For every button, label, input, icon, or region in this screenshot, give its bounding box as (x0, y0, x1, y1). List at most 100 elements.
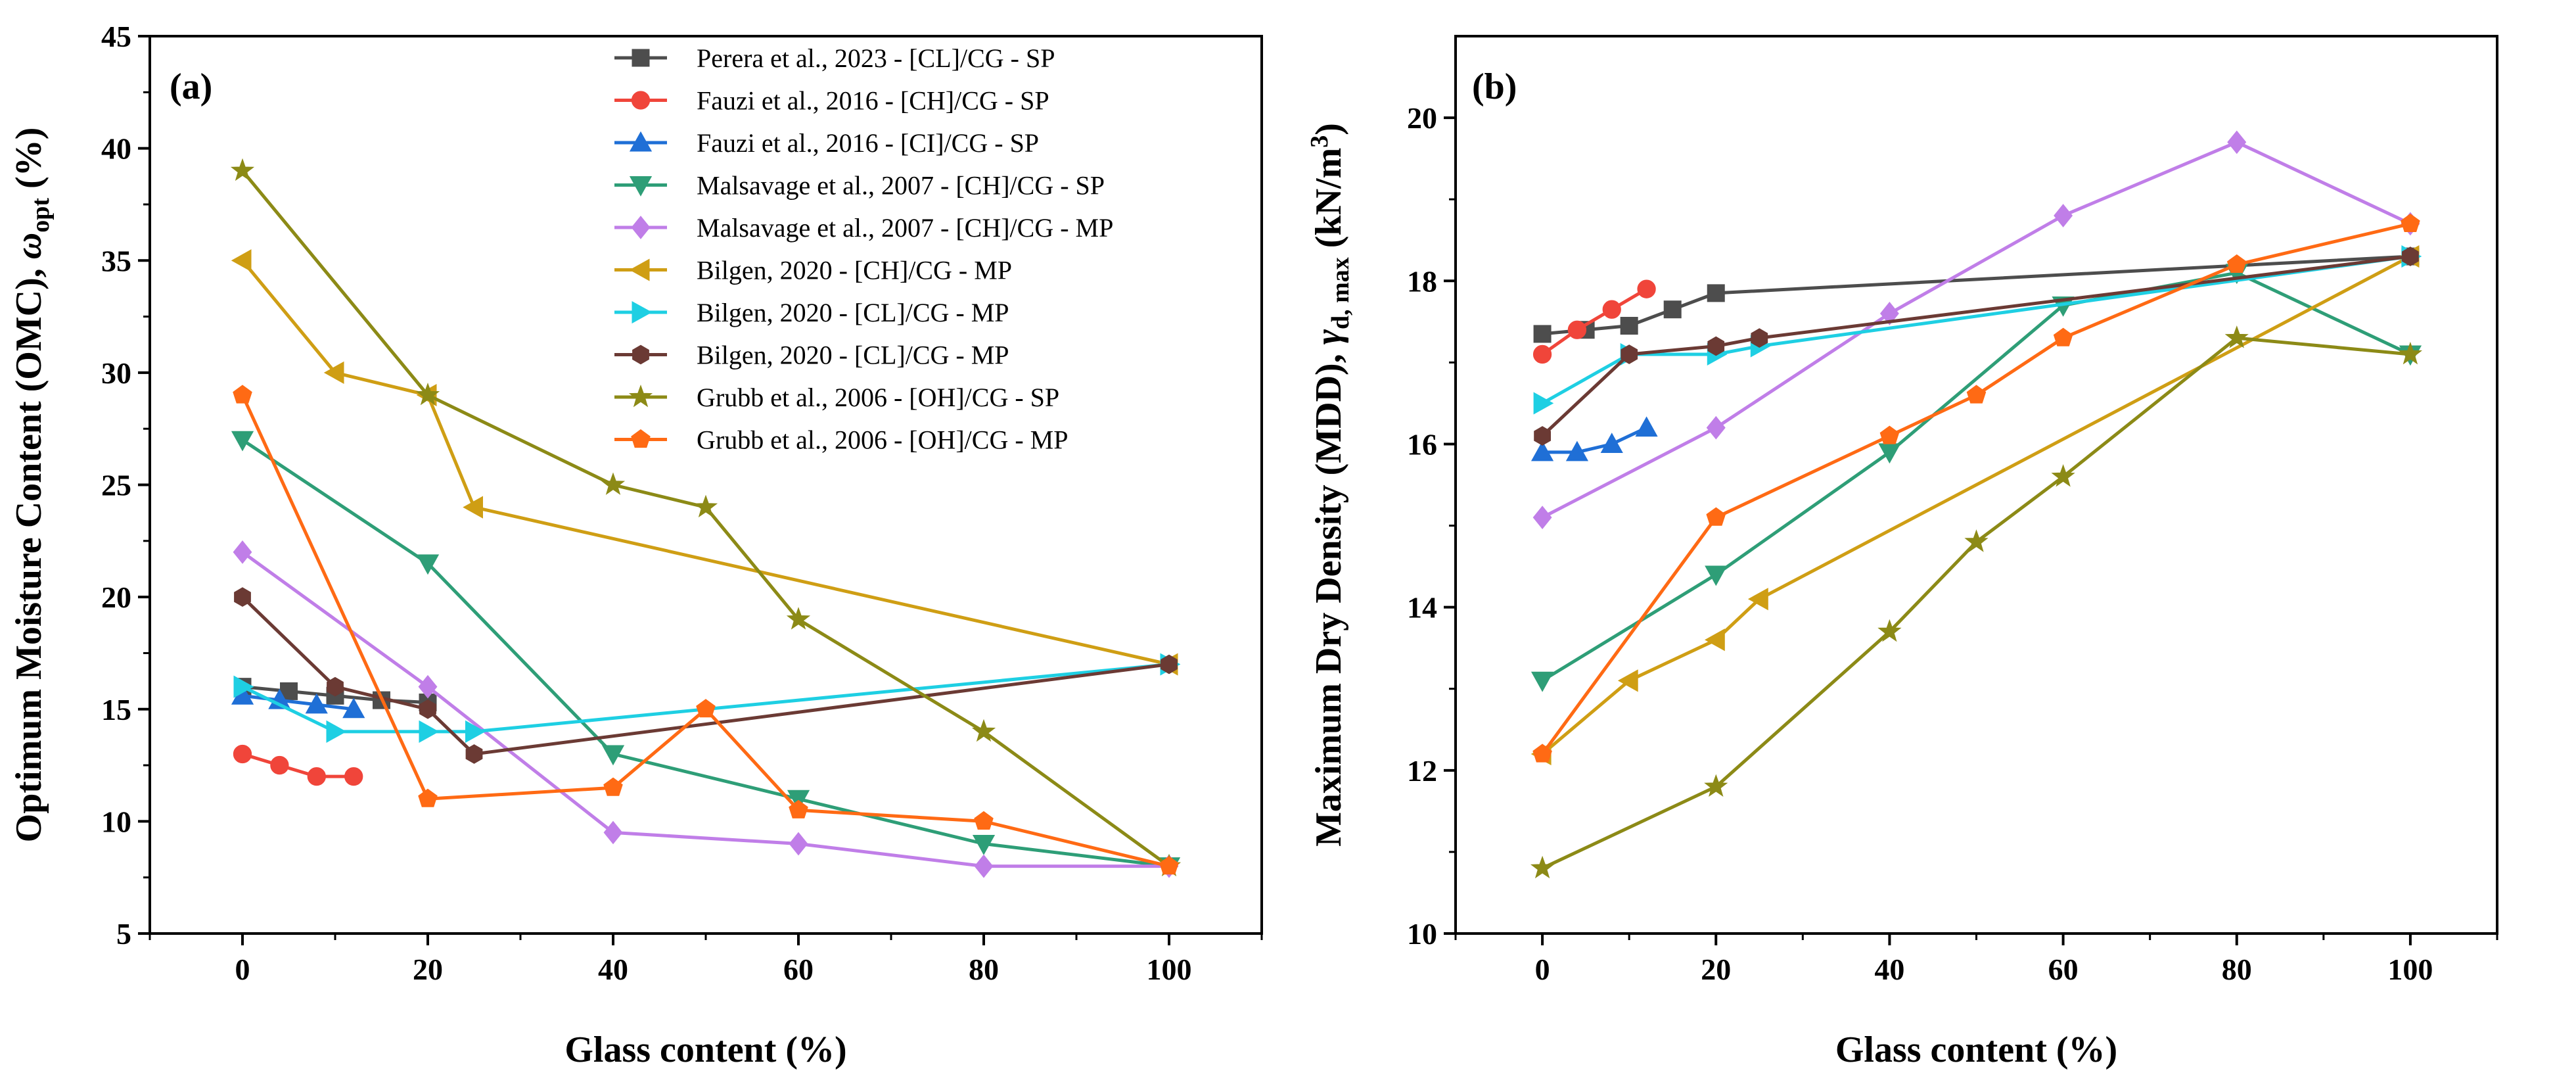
legend-marker (631, 91, 651, 110)
data-point (1637, 279, 1656, 298)
x-tick-label: 0 (1535, 953, 1550, 986)
data-point (231, 431, 254, 452)
data-point (1600, 433, 1623, 453)
legend-entry: Malsavage et al., 2007 - [CH]/CG - MP (697, 213, 1113, 243)
y-tick-label: 45 (101, 20, 131, 53)
legend-marker (631, 429, 651, 448)
panel-b-mdd-chart: 0 20 40 60 80 100 10 12 14 16 18 20 Glass content (%… (1306, 35, 2498, 1070)
data-point (465, 720, 486, 743)
data-point (234, 587, 251, 607)
legend-entry: Grubb et al., 2006 - [OH]/CG - MP (697, 425, 1069, 455)
data-point (2054, 204, 2073, 227)
y-tick-label: 40 (101, 132, 131, 166)
data-point (1877, 619, 1902, 642)
y-axis-label-superscript: 3 (1306, 135, 1333, 148)
x-tick-label: 60 (783, 953, 814, 986)
series-10 (233, 385, 1179, 875)
y-tick-label: 20 (101, 580, 131, 614)
data-point (1161, 654, 1178, 674)
data-point (418, 674, 438, 699)
data-point (1602, 300, 1621, 319)
data-point (2226, 254, 2247, 273)
data-point (268, 688, 291, 709)
panel-label: (b) (1472, 66, 1517, 107)
data-point (789, 832, 808, 856)
x-tick-label: 20 (413, 953, 443, 986)
data-point (1567, 320, 1587, 339)
series-5 (1532, 130, 2420, 529)
x-tick-label: 20 (1701, 953, 1731, 986)
series-line (1541, 140, 2411, 519)
data-point (233, 675, 254, 698)
series-6 (1530, 245, 2420, 766)
x-tick-label: 0 (235, 953, 250, 986)
data-point (2398, 341, 2423, 365)
y-tick-label: 14 (1407, 591, 1437, 625)
data-point (1621, 344, 1638, 364)
y-axis-label-main: Maximum Dry Density (MDD), (1308, 344, 1349, 847)
series-3 (1530, 416, 1658, 461)
y-axis-label-unit: (kN/m (1308, 148, 1349, 257)
data-point (233, 540, 252, 564)
data-point (342, 698, 365, 719)
series-2 (1532, 279, 1656, 364)
legend-entry: Fauzi et al., 2016 - [CH]/CG - SP (697, 86, 1049, 116)
x-tick-label: 100 (1147, 953, 1192, 986)
data-point (693, 494, 718, 517)
legend-marker (632, 344, 649, 365)
data-point (2053, 327, 2073, 346)
series-8 (234, 587, 1178, 764)
data-point (327, 676, 344, 697)
y-axis-label: Maximum Dry Density (MDD), γd, max (kN/m… (1306, 123, 1354, 847)
data-point (270, 755, 289, 775)
legend-entry: Bilgen, 2020 - [CH]/CG - MP (697, 256, 1012, 285)
y-axis-label-subscript: opt (27, 198, 55, 233)
data-point (1620, 317, 1638, 335)
data-point (972, 835, 996, 855)
data-point (231, 249, 252, 272)
y-tick-label: 15 (101, 693, 131, 726)
data-point (2051, 464, 2075, 487)
y-tick-label: 18 (1407, 264, 1437, 298)
series-3 (231, 684, 365, 719)
data-point (1635, 416, 1658, 437)
y-axis-label-subscript: d, max (1327, 257, 1354, 329)
series-5 (233, 540, 1179, 878)
data-point (1704, 774, 1728, 797)
series-line (1541, 254, 2411, 437)
legend-entry: Grubb et al., 2006 - [OH]/CG - SP (697, 383, 1059, 412)
y-tick-label: 20 (1407, 101, 1437, 135)
series-line (1541, 254, 2412, 755)
data-point (1533, 325, 1552, 343)
data-point (419, 699, 436, 719)
x-axis-label: Glass content (%) (564, 1029, 846, 1070)
data-point (1532, 506, 1552, 529)
data-point (696, 699, 716, 718)
data-point (1565, 440, 1589, 461)
legend-marker (631, 216, 651, 239)
data-point (344, 767, 363, 786)
series-9 (1530, 325, 2423, 879)
data-point (415, 383, 440, 406)
legend-marker (632, 300, 653, 324)
panel-label: (a) (170, 66, 212, 107)
data-point (1747, 588, 1768, 611)
series-line (1542, 426, 1647, 454)
series-line (241, 550, 1169, 868)
data-point (307, 767, 326, 786)
series-8 (1534, 247, 2419, 446)
series-line (1542, 254, 2411, 336)
legend-entry: Malsavage et al., 2007 - [CH]/CG - SP (697, 171, 1105, 201)
legend-entry: Perera et al., 2023 - [CL]/CG - SP (697, 43, 1055, 73)
y-axis-label-symbol: γ (1308, 329, 1349, 344)
data-point (1879, 302, 1899, 325)
data-point (1707, 336, 1725, 356)
data-point (1751, 328, 1768, 348)
data-point (786, 607, 811, 630)
data-point (419, 720, 440, 743)
y-axis-label: Optimum Moisture Content (OMC), ωopt (%) (9, 128, 55, 843)
data-point (2224, 325, 2249, 348)
data-point (1532, 744, 1552, 763)
series-line (241, 438, 1170, 868)
